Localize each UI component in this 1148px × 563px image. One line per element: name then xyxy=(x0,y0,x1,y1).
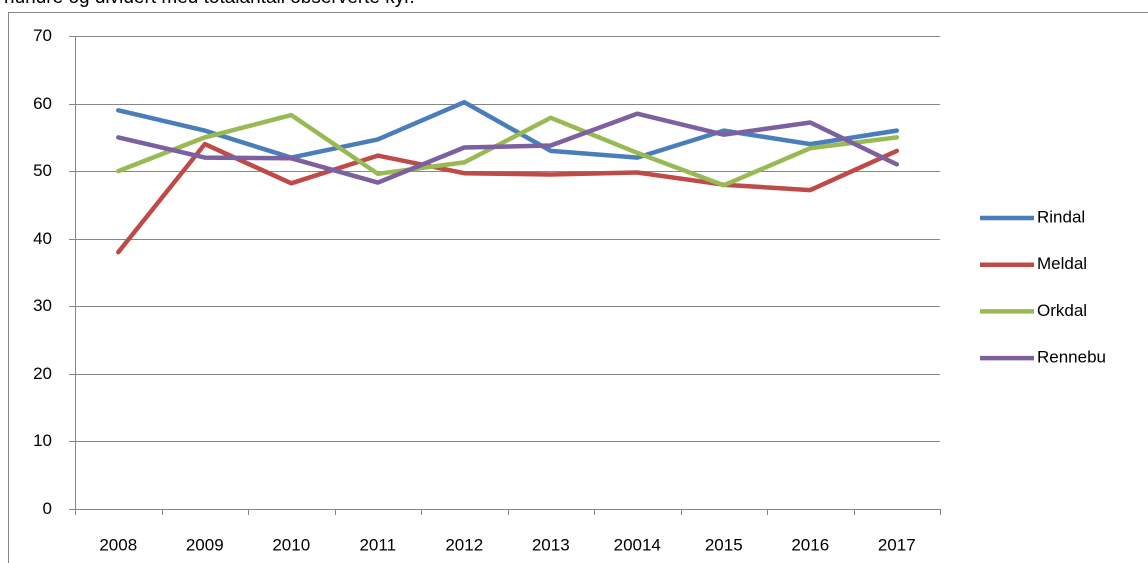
x-tick-label: 2008 xyxy=(99,535,137,554)
legend-label: Orkdal xyxy=(1037,301,1087,320)
series-line xyxy=(116,111,900,185)
series-line xyxy=(116,141,900,255)
series-line xyxy=(116,99,900,160)
legend-label: Rennebu xyxy=(1037,348,1106,367)
document-text: hundre og dividert med totalantall obser… xyxy=(4,0,415,9)
x-tick-label: 20014 xyxy=(614,535,661,554)
x-tick-label: 2015 xyxy=(705,535,743,554)
y-tick-label: 10 xyxy=(33,431,52,450)
y-tick-label: 0 xyxy=(43,499,52,518)
x-tick-label: 2011 xyxy=(359,535,396,554)
y-tick-label: 40 xyxy=(33,229,52,248)
chart-border xyxy=(8,12,1148,563)
legend-label: Rindal xyxy=(1037,207,1085,226)
x-tick-label: 2009 xyxy=(186,535,224,554)
y-tick-label: 30 xyxy=(33,296,52,315)
y-tick-label: 60 xyxy=(33,94,52,113)
series-line xyxy=(116,112,900,188)
legend-label: Meldal xyxy=(1037,254,1087,273)
x-tick-label: 2016 xyxy=(791,535,829,554)
y-tick-label: 50 xyxy=(33,161,52,180)
y-tick-label: 70 xyxy=(33,26,52,45)
x-tick-label: 2010 xyxy=(272,535,310,554)
x-tick-label: 2017 xyxy=(878,535,916,554)
x-tick-label: 2012 xyxy=(445,535,483,554)
y-tick-label: 20 xyxy=(33,364,52,383)
x-tick-label: 2013 xyxy=(532,535,570,554)
